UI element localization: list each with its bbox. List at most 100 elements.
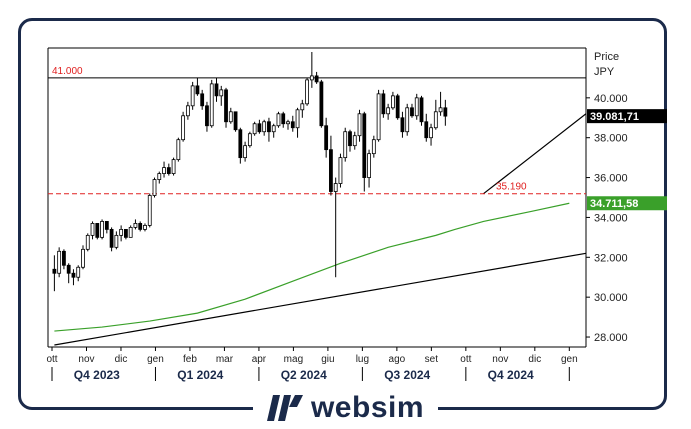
candle-body <box>148 196 151 226</box>
candle-body <box>353 136 356 146</box>
candle-body <box>425 122 428 138</box>
y-tick-label: 32.000 <box>594 252 628 264</box>
candle-body <box>229 112 232 122</box>
candle-body <box>205 106 208 126</box>
candle-body <box>358 114 361 136</box>
candle-body <box>263 122 266 132</box>
candle-body <box>287 122 290 124</box>
candle-body <box>396 96 399 118</box>
candle-body <box>139 223 142 229</box>
trendline <box>54 253 586 345</box>
candle-body <box>387 108 390 114</box>
candle-body <box>201 94 204 106</box>
candle-body <box>163 168 166 174</box>
x-tick-label: ott <box>46 354 57 365</box>
candle-body <box>172 160 175 174</box>
candle-body <box>339 158 342 184</box>
candle-body <box>382 94 385 114</box>
candle-body <box>272 126 275 132</box>
candle-body <box>77 267 80 277</box>
candle-body <box>277 114 280 126</box>
candle-body <box>410 108 413 116</box>
candle-body <box>420 98 423 122</box>
candle-body <box>220 90 223 96</box>
candle-body <box>215 84 218 96</box>
candle-body <box>244 146 247 158</box>
horizontal-level-label: 35.190 <box>496 182 527 193</box>
candle-body <box>372 140 375 154</box>
candle-body <box>282 114 285 124</box>
quarter-label: Q4 2023 <box>74 368 120 382</box>
candle-body <box>258 124 261 132</box>
x-tick-label: dic <box>115 354 128 365</box>
x-tick-label: lug <box>356 354 369 365</box>
y-tick-label: 38.000 <box>594 133 628 145</box>
candle-body <box>191 86 194 106</box>
candle-body <box>143 225 146 229</box>
candle-body <box>86 235 89 249</box>
x-tick-label: gen <box>147 354 164 365</box>
plot-area: 28.000 30.000 32.000 34.000 36.000 38.000 40.0… <box>46 48 667 382</box>
candle-body <box>239 130 242 158</box>
x-tick-label: nov <box>492 354 508 365</box>
candle-body <box>158 174 161 180</box>
y-tick-label: 40.000 <box>594 93 628 105</box>
candle-body <box>105 221 108 229</box>
x-tick-label: mag <box>284 354 303 365</box>
x-tick-label: apr <box>252 354 267 365</box>
y-axis-title: Price <box>594 51 619 63</box>
candle-body <box>110 229 113 247</box>
candle-body <box>124 229 127 237</box>
candle-body <box>186 106 189 116</box>
candle-body <box>267 122 270 132</box>
candle-body <box>368 154 371 178</box>
candle-body <box>153 180 156 196</box>
candle-body <box>320 82 323 126</box>
candle-body <box>296 110 299 128</box>
candle-body <box>120 229 123 235</box>
candle-body <box>329 150 332 192</box>
candle-body <box>72 273 75 277</box>
candle-body <box>301 104 304 110</box>
candle-body <box>115 235 118 247</box>
candle-body <box>434 112 437 128</box>
x-tick-label: gen <box>561 354 578 365</box>
candle-body <box>81 249 84 267</box>
candle-body <box>101 221 104 237</box>
candle-body <box>401 118 404 132</box>
candle-body <box>134 223 137 227</box>
candle-body <box>377 94 380 140</box>
candle-body <box>225 90 228 122</box>
brand-name: websim <box>311 391 424 425</box>
candle-body <box>315 76 318 82</box>
candle-body <box>96 223 99 237</box>
candle-body <box>53 269 56 273</box>
candle-body <box>348 132 351 146</box>
candle-body <box>210 84 213 126</box>
quarter-label: Q3 2024 <box>384 368 430 382</box>
candle-body <box>325 126 328 150</box>
candle-body <box>406 108 409 132</box>
candle-body <box>182 116 185 140</box>
x-tick-label: giu <box>321 354 334 365</box>
x-tick-label: mar <box>216 354 234 365</box>
quarter-label: Q1 2024 <box>177 368 223 382</box>
candle-body <box>430 128 433 138</box>
y-tick-label: 34.000 <box>594 212 628 224</box>
y-axis-unit: JPY <box>594 66 615 78</box>
candle-body <box>391 96 394 108</box>
horizontal-level-label: 41.000 <box>52 66 83 77</box>
candle-body <box>344 132 347 158</box>
candle-body <box>196 86 199 94</box>
quarter-label: Q4 2024 <box>488 368 534 382</box>
candle-body <box>177 140 180 160</box>
candle-body <box>439 108 442 112</box>
y-tick-label: 28.000 <box>594 332 628 344</box>
candle-body <box>444 108 447 116</box>
x-tick-label: ago <box>389 354 406 365</box>
x-tick-label: dic <box>528 354 541 365</box>
moving-average-line <box>54 203 569 331</box>
candle-body <box>415 98 418 116</box>
x-tick-label: ott <box>460 354 471 365</box>
